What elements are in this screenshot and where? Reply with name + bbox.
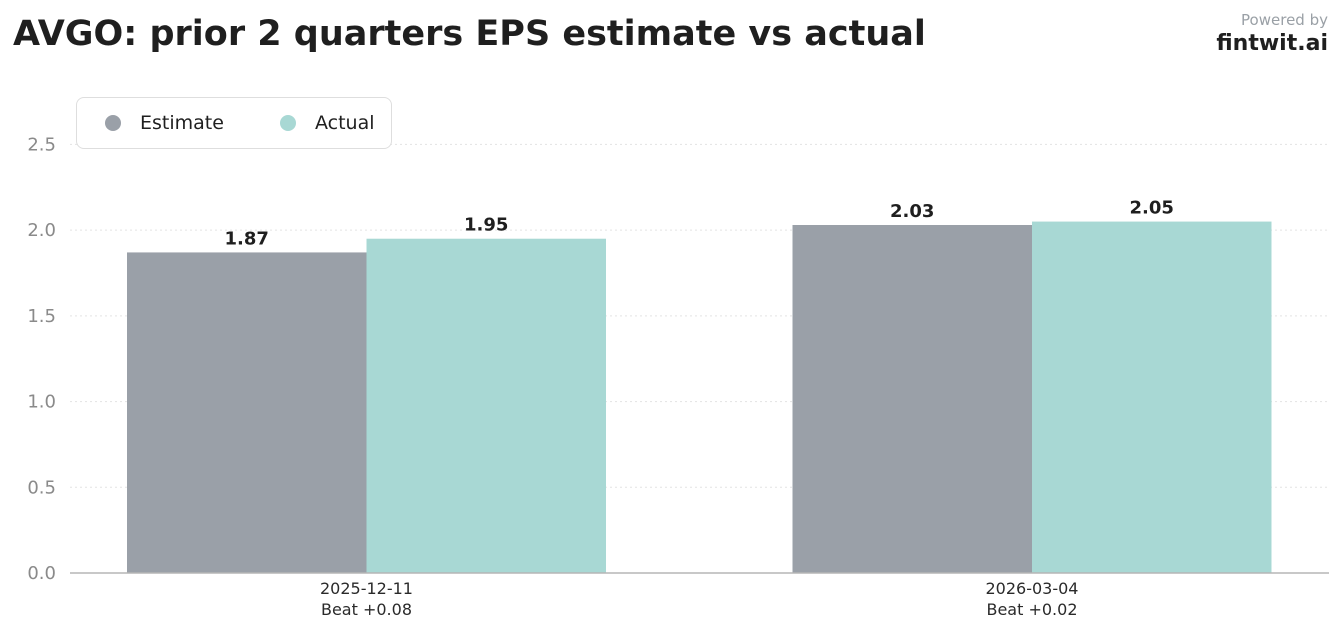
legend-item-actual: Actual — [280, 98, 375, 148]
x-axis-categories: 2025-12-11 Beat +0.08 2026-03-04 Beat +0.02 — [320, 579, 1078, 619]
y-tick-label: 2.0 — [27, 220, 56, 241]
y-tick-label: 0.5 — [27, 477, 56, 498]
bar-value-label: 1.87 — [225, 228, 269, 249]
bar-estimate — [127, 252, 367, 573]
legend-swatch-actual — [280, 115, 296, 131]
bar-value-label: 2.03 — [890, 201, 934, 222]
x-category-label: 2025-12-11 — [320, 579, 413, 598]
legend-label-estimate: Estimate — [140, 112, 224, 134]
x-category-sublabel: Beat +0.02 — [986, 600, 1077, 619]
bars — [127, 221, 1272, 574]
x-category-sublabel: Beat +0.08 — [321, 600, 412, 619]
brand-name: fintwit.ai — [1216, 31, 1328, 56]
bar-actual — [366, 238, 606, 573]
x-category-label: 2026-03-04 — [986, 579, 1079, 598]
powered-by-label: Powered by — [1241, 11, 1328, 29]
y-tick-label: 1.5 — [27, 306, 56, 327]
legend-swatch-estimate — [105, 115, 121, 131]
bar-value-label: 1.95 — [464, 215, 508, 236]
y-tick-label: 1.0 — [27, 392, 56, 413]
legend-item-estimate: Estimate — [105, 98, 224, 148]
y-tick-label: 0.0 — [27, 563, 56, 584]
bar-estimate — [792, 225, 1032, 573]
legend-label-actual: Actual — [315, 112, 375, 134]
bar-value-labels: 1.87 1.95 2.03 2.05 — [225, 198, 1174, 250]
y-tick-label: 2.5 — [27, 134, 56, 155]
y-axis-ticks: 0.0 0.5 1.0 1.5 2.0 2.5 — [27, 134, 56, 584]
bar-value-label: 2.05 — [1130, 198, 1174, 219]
chart-legend: Estimate Actual — [76, 97, 392, 149]
chart-title: AVGO: prior 2 quarters EPS estimate vs a… — [13, 14, 926, 54]
bar-actual — [1032, 221, 1272, 574]
